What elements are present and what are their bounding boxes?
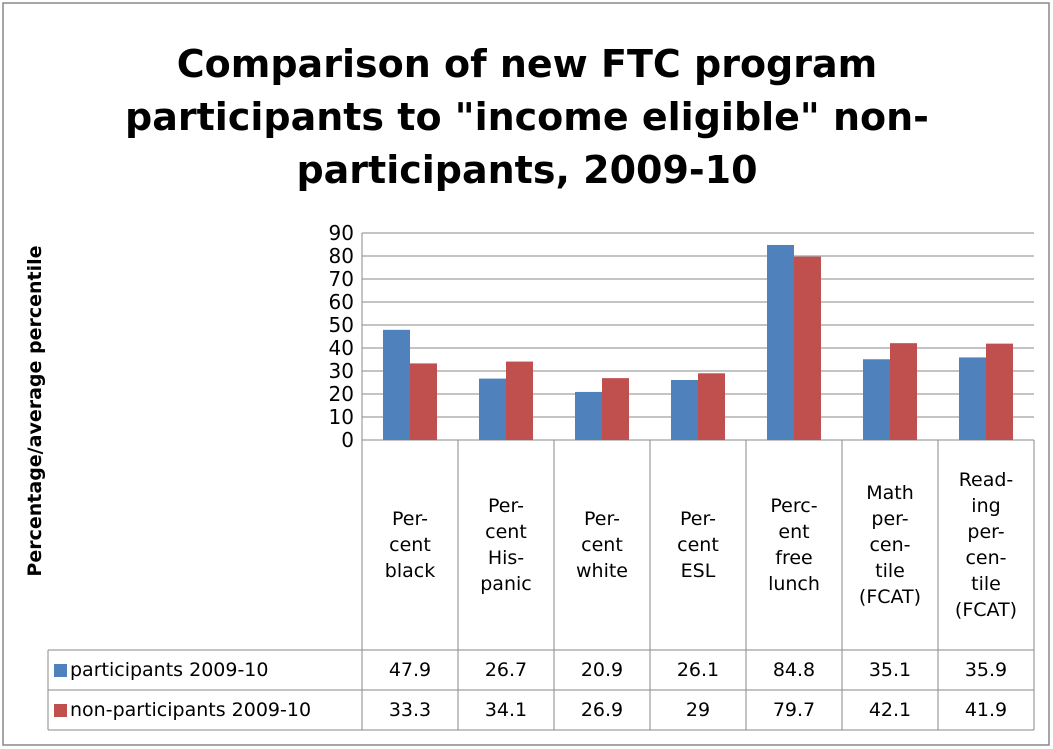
legend-label: participants 2009-10 [70,659,269,681]
table-value: 41.9 [964,699,1008,721]
bar [506,361,533,440]
x-tick-label: Per- cent white [576,508,628,582]
y-tick-label: 80 [328,244,354,268]
table-value: 35.9 [964,659,1008,681]
x-tick-label: Per- cent His- panic [480,495,532,595]
bar [863,359,890,440]
legend-key [54,704,67,717]
y-tick-label: 90 [328,221,354,245]
legend-label: non-participants 2009-10 [70,699,312,721]
bar [959,357,986,440]
table-value: 35.1 [868,659,912,681]
table-value: 34.1 [484,699,528,721]
bar [602,378,629,440]
table-value: 84.8 [772,659,816,681]
table-value: 47.9 [388,659,432,681]
y-tick-label: 50 [328,313,354,337]
table-value: 20.9 [580,659,624,681]
y-tick-label: 0 [341,428,354,452]
bar [410,363,437,440]
bar [986,343,1013,440]
table-value: 26.7 [484,659,528,681]
y-tick-label: 40 [328,336,354,360]
table-value: 26.1 [676,659,720,681]
legend-key [54,664,67,677]
x-tick-label: Per- cent black [384,508,436,582]
y-tick-label: 10 [328,405,354,429]
table-value: 26.9 [580,699,624,721]
x-tick-label: Read- ing per- cen- tile (FCAT) [954,469,1018,621]
table-value: 42.1 [868,699,912,721]
bar [794,256,821,440]
bar [890,343,917,440]
bar [479,378,506,440]
x-tick-label: Perc- ent free lunch [768,495,820,595]
bar [671,379,698,440]
table-value: 79.7 [772,699,816,721]
y-tick-label: 70 [328,267,354,291]
y-tick-label: 60 [328,290,354,314]
bar [575,391,602,440]
y-tick-label: 30 [328,359,354,383]
table-value: 29 [685,699,711,721]
x-tick-label: Per- cent ESL [677,508,719,582]
table-value: 33.3 [388,699,432,721]
chart-title: Comparison of new FTC program participan… [125,42,929,192]
y-axis-label: Percentage/average percentile [24,245,46,577]
x-tick-label: Math per- cen- tile (FCAT) [858,482,922,608]
bar [698,373,725,440]
y-tick-label: 20 [328,382,354,406]
bar [383,329,410,440]
bar [767,244,794,440]
